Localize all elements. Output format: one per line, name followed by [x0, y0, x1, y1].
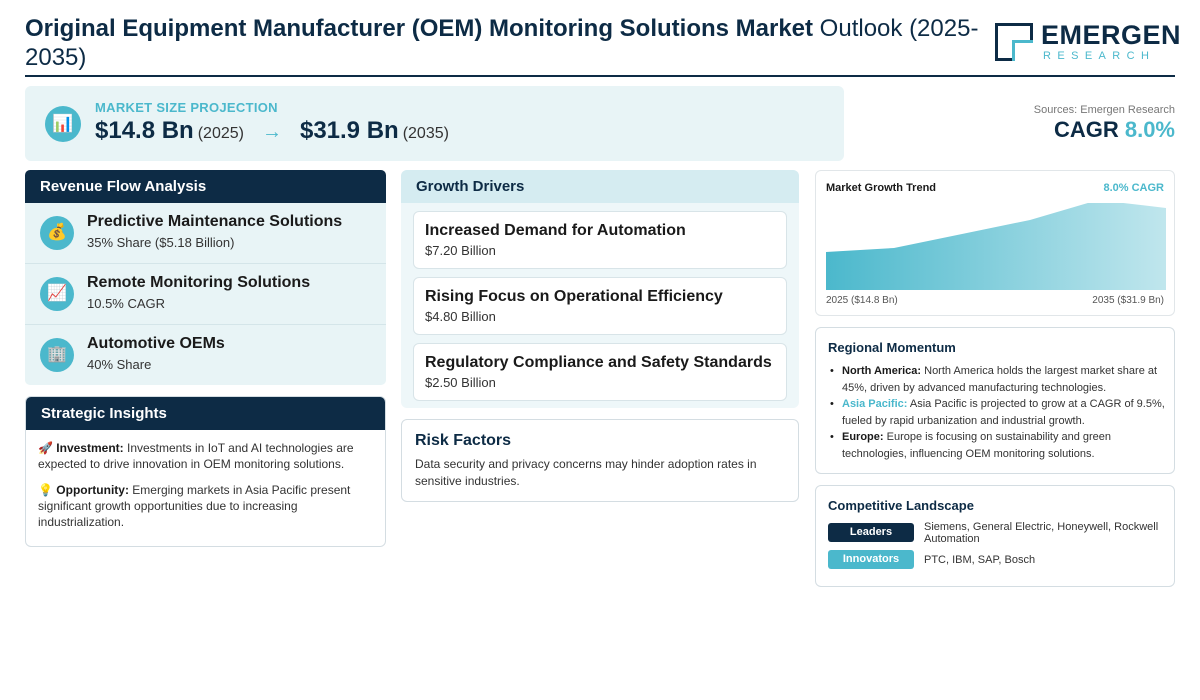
trend-up-icon: 📈 [40, 277, 74, 311]
regional-list: North America: North America holds the l… [828, 363, 1168, 462]
cagr-label: CAGR [1053, 117, 1125, 142]
chart-title: Market Growth Trend [826, 182, 937, 194]
competitive-landscape-panel: Competitive Landscape Leaders Siemens, G… [815, 485, 1175, 587]
list-item: North America: North America holds the l… [828, 363, 1168, 396]
region-text: Asia Pacific is projected to grow at a C… [842, 398, 1165, 427]
market-growth-trend-panel: Market Growth Trend 8.0% CAGR 2025 ($14.… [815, 170, 1175, 316]
revenue-flow-heading: Revenue Flow Analysis [25, 170, 386, 203]
innovators-list: PTC, IBM, SAP, Bosch [924, 554, 1036, 566]
risk-factors-text: Data security and privacy concerns may h… [415, 457, 757, 488]
driver-value: $2.50 Billion [425, 375, 496, 390]
growth-area [826, 203, 1166, 290]
driver-title: Rising Focus on Operational Efficiency [425, 288, 723, 305]
rocket-icon: 🚀 [38, 441, 53, 455]
title-rest: Outlook (2025-2035) [25, 15, 979, 71]
insight-text: Investments in IoT and AI technologies a… [38, 441, 354, 471]
item-subtitle: 10.5% CAGR [87, 296, 166, 311]
region-text: Europe is focusing on sustainability and… [842, 431, 1112, 460]
end-year: (2035) [402, 125, 449, 142]
leaders-badge: Leaders [828, 523, 914, 542]
building-icon: 🏢 [40, 338, 74, 372]
growth-drivers-panel: Growth Drivers Increased Demand for Auto… [401, 170, 799, 408]
list-item: Europe: Europe is focusing on sustainabi… [828, 429, 1168, 462]
lightbulb-icon: 💡 [38, 483, 53, 497]
growth-trend-chart [826, 203, 1166, 290]
list-item: 🏢 Automotive OEMs 40% Share [25, 325, 386, 386]
growth-drivers-heading: Growth Drivers [401, 170, 799, 203]
insight-label: Opportunity: [56, 483, 129, 497]
competitive-landscape-title: Competitive Landscape [828, 498, 974, 513]
innovators-badge: Innovators [828, 550, 914, 569]
end-value: $31.9 Bn [299, 117, 399, 144]
item-subtitle: 40% Share [87, 357, 152, 372]
start-value: $14.8 Bn [95, 117, 194, 144]
cagr-summary: CAGR 8.0% [1054, 117, 1175, 143]
item-title: Automotive OEMs [87, 335, 225, 352]
list-item: 📈 Remote Monitoring Solutions 10.5% CAGR [25, 264, 386, 325]
driver-value: $4.80 Billion [425, 309, 496, 324]
revenue-flow-panel: Revenue Flow Analysis 💰 Predictive Maint… [25, 170, 386, 385]
start-year: (2025) [197, 125, 244, 142]
insight-label: Investment: [56, 441, 124, 455]
logo-mark-icon [995, 23, 1033, 61]
arrow-right-icon: → [261, 121, 282, 143]
item-title: Predictive Maintenance Solutions [87, 213, 343, 230]
region-text: North America holds the largest market s… [842, 365, 1158, 394]
region-label: North America: [842, 365, 922, 377]
cagr-value: 8.0% [1124, 117, 1175, 142]
driver-card: Increased Demand for Automation $7.20 Bi… [413, 211, 787, 269]
list-item: Asia Pacific: Asia Pacific is projected … [828, 396, 1168, 429]
logo-name: EMERGEN [1041, 20, 1182, 50]
item-title: Remote Monitoring Solutions [87, 274, 311, 291]
strategic-insights-heading: Strategic Insights [26, 397, 385, 430]
driver-card: Rising Focus on Operational Efficiency $… [413, 277, 787, 335]
chart-start-label: 2025 ($14.8 Bn) [826, 295, 898, 306]
strategic-insights-panel: Strategic Insights 🚀 Investment: Investm… [25, 396, 386, 547]
logo-subtitle: RESEARCH [1043, 50, 1156, 62]
insight-text: Emerging markets in Asia Pacific present… [38, 483, 351, 529]
region-label: Asia Pacific: [842, 398, 908, 410]
driver-title: Regulatory Compliance and Safety Standar… [425, 354, 772, 371]
insight-opportunity: 💡 Opportunity: Emerging markets in Asia … [38, 482, 373, 530]
risk-factors-panel: Risk Factors Data security and privacy c… [401, 419, 799, 502]
sources-note: Sources: Emergen Research [1033, 104, 1175, 116]
title-bold: Original Equipment Manufacturer (OEM) Mo… [25, 15, 814, 42]
item-subtitle: 35% Share ($5.18 Billion) [87, 235, 235, 250]
revenue-flow-list: 💰 Predictive Maintenance Solutions 35% S… [25, 203, 386, 385]
money-bag-icon: 💰 [40, 216, 74, 250]
leaders-list: Siemens, General Electric, Honeywell, Ro… [924, 521, 1159, 545]
bar-chart-icon: 📊 [45, 106, 81, 142]
list-item: 💰 Predictive Maintenance Solutions 35% S… [25, 203, 386, 264]
region-label: Europe: [842, 431, 884, 443]
emergen-logo: EMERGEN RESEARCH [995, 20, 1181, 64]
chart-cagr-label: 8.0% CAGR [1103, 182, 1164, 194]
driver-title: Increased Demand for Automation [425, 222, 686, 239]
projection-values: $14.8 Bn (2025) → $31.9 Bn (2035) [95, 117, 449, 145]
projection-label: MARKET SIZE PROJECTION [95, 100, 278, 115]
risk-factors-title: Risk Factors [415, 432, 512, 449]
driver-value: $7.20 Billion [425, 243, 496, 258]
driver-card: Regulatory Compliance and Safety Standar… [413, 343, 787, 401]
chart-end-label: 2035 ($31.9 Bn) [1092, 295, 1164, 306]
insight-investment: 🚀 Investment: Investments in IoT and AI … [38, 440, 373, 472]
market-size-projection: 📊 MARKET SIZE PROJECTION $14.8 Bn (2025) →… [25, 86, 844, 161]
page-header: Original Equipment Manufacturer (OEM) Mo… [25, 14, 1181, 77]
regional-momentum-title: Regional Momentum [828, 340, 956, 355]
regional-momentum-panel: Regional Momentum North America: North A… [815, 327, 1175, 474]
page-title: Original Equipment Manufacturer (OEM) Mo… [25, 14, 985, 72]
